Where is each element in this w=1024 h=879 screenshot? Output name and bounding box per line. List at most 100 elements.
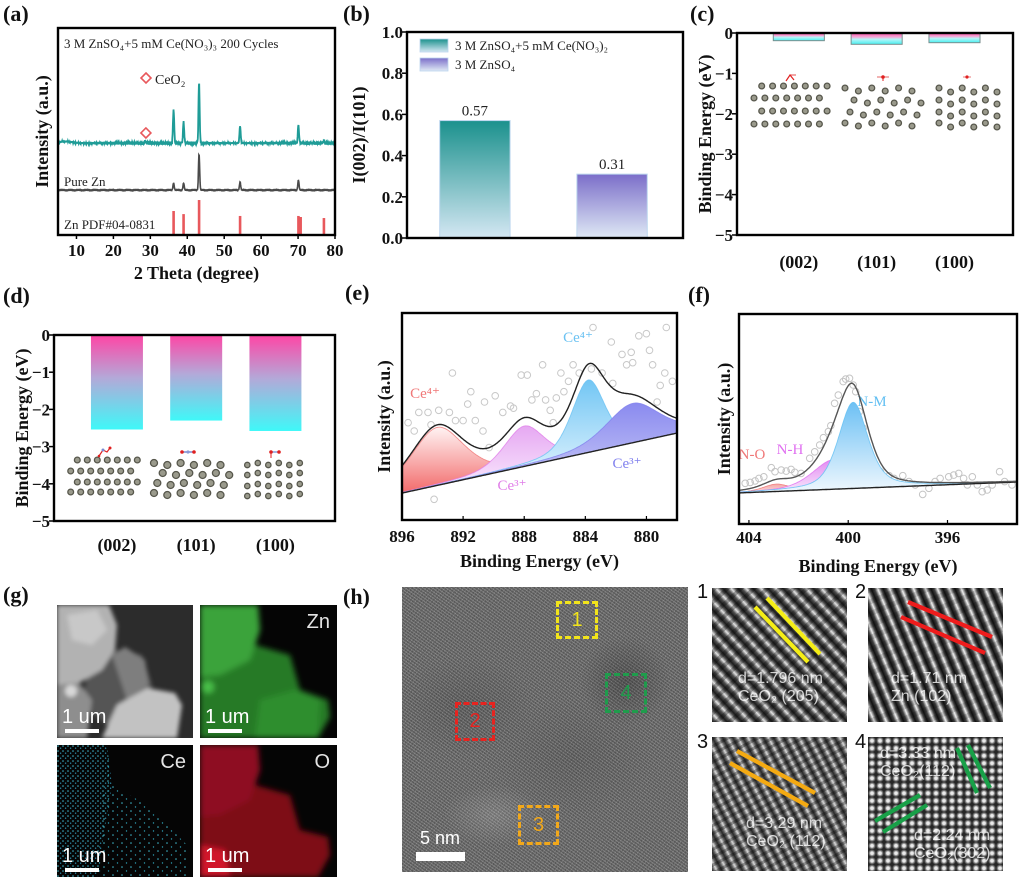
data-point [797, 469, 805, 478]
zn-atom [981, 108, 989, 116]
zn-atom [179, 478, 189, 488]
zn-atom [97, 488, 105, 496]
adsorbed-molecule [877, 75, 889, 81]
data-point [560, 387, 568, 396]
zn-atom [761, 120, 769, 128]
zn-atom [254, 459, 262, 467]
x-tick-label: 880 [634, 527, 660, 546]
series-label: Pure Zn [64, 174, 106, 189]
zn-atom [970, 112, 978, 120]
zn-atom [779, 107, 788, 115]
data-point [755, 474, 763, 483]
zn-atom [900, 108, 908, 116]
zn-atom [275, 469, 283, 477]
data-point [954, 469, 963, 478]
legend-label: 3 M ZnSO₄+5 mM Ce(NO₃)₂ [455, 38, 608, 53]
data-point [459, 416, 467, 425]
bar-value-label: 0.31 [599, 157, 625, 173]
eds-map-ce-graphic [57, 745, 187, 877]
data-point [648, 361, 657, 369]
zn-atom [149, 458, 159, 468]
data-point [471, 416, 480, 425]
data-point [552, 394, 561, 402]
hrtem-image: 1 2 3 4 5 nm [402, 587, 688, 872]
scale-bar [65, 729, 99, 733]
zn-atom [769, 107, 777, 115]
zn-atom [117, 488, 125, 496]
d-spacing-label: d=2.24 nm [914, 827, 991, 844]
fringe-line [881, 803, 929, 834]
fringe-line [736, 749, 816, 795]
eds-map-zn: Zn 1 um [200, 605, 337, 738]
zn-atom [264, 492, 272, 500]
scale-bar [65, 868, 99, 872]
bar-value-label: 0.57 [462, 104, 489, 120]
region-box-3: 3 [518, 805, 559, 845]
panel-label-g: (g) [3, 582, 29, 607]
data-point [607, 338, 616, 346]
zn-atom [908, 122, 916, 130]
zn-atom [981, 119, 989, 127]
bar [928, 32, 981, 44]
zn-atom [958, 96, 966, 104]
x-tick-label: 80 [327, 241, 344, 260]
data-point [830, 399, 839, 408]
zn-atom [203, 458, 212, 468]
region-number-4: 4 [620, 681, 632, 704]
zn-atom [107, 467, 115, 475]
zn-atom [881, 122, 889, 130]
data-point [839, 377, 848, 386]
zn-atom [103, 456, 111, 464]
panel-label-a: (a) [3, 1, 29, 26]
data-point [767, 463, 776, 472]
component-label: Ce⁴⁺ [410, 386, 440, 402]
zn-atom [296, 469, 304, 477]
zn-atom [254, 469, 262, 477]
zn-atom [254, 490, 262, 498]
zn-atom [850, 96, 858, 104]
panel-label-c: (c) [690, 1, 715, 26]
data-point [523, 371, 532, 379]
category-label: (100) [935, 252, 974, 273]
x-tick-label: 884 [573, 527, 599, 546]
data-point [653, 398, 661, 406]
zn-atom [783, 94, 791, 102]
x-axis-label: Binding Energy (eV) [460, 551, 619, 572]
zn-atom [804, 120, 813, 128]
region-number-2: 2 [469, 710, 481, 732]
y-axis-label: I(002)/I(101) [349, 87, 370, 184]
eds-map-o-graphic [200, 745, 330, 877]
zn-atom [171, 470, 181, 480]
panel-label-b: (b) [343, 1, 370, 26]
region-box-1: 1 [556, 601, 598, 639]
fit-envelope [401, 362, 678, 467]
data-point [810, 448, 819, 456]
y-axis-label: Intensity (a.u.) [714, 363, 735, 476]
plane-label: CeO₂ (112) [746, 833, 826, 850]
zn-atom [264, 482, 272, 490]
bar [439, 120, 511, 239]
zn-atom [859, 111, 867, 119]
zn-atom [981, 96, 989, 104]
zn-atom [947, 123, 955, 131]
zn-atom [127, 467, 135, 475]
data-point [424, 408, 432, 417]
zn-atom [908, 87, 916, 95]
y-tick-label: 0.4 [382, 147, 404, 166]
zn-atom [97, 467, 105, 475]
zn-atom [243, 492, 251, 500]
zn-atom [275, 480, 283, 488]
background-line [739, 481, 1017, 494]
data-point [983, 486, 992, 494]
zn-atom [790, 82, 798, 90]
series-label: Zn PDF#04-0831 [64, 217, 155, 232]
scale-bar [208, 868, 242, 872]
zn-atom [285, 471, 293, 479]
hrtem-inset-3 [712, 737, 847, 871]
sem-image: 1 um [57, 605, 193, 738]
plot-frame [56, 26, 337, 237]
bar [850, 32, 903, 45]
zn-atom [947, 112, 955, 120]
panel-label-f: (f) [688, 282, 710, 307]
